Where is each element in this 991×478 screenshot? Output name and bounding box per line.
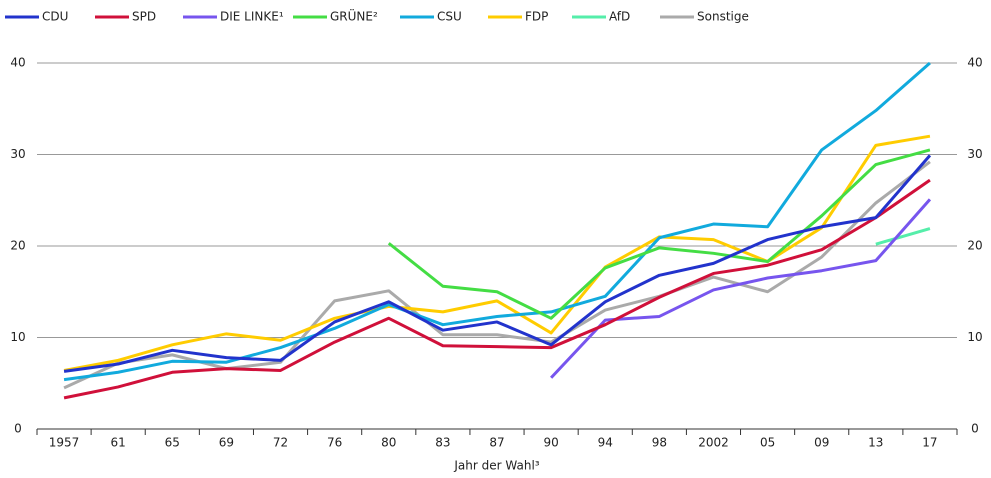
y2-tick-label: 40 (967, 56, 982, 70)
series-line (63, 134, 931, 372)
x-tick-label: 05 (760, 436, 775, 450)
series-line (63, 154, 932, 373)
x-tick-label: 13 (868, 436, 883, 450)
series-line (63, 178, 931, 400)
series-line (387, 148, 931, 320)
x-tick-label: 1957 (49, 436, 80, 450)
legend-label: Sonstige (697, 10, 749, 24)
y2-tick-label: 0 (971, 422, 979, 436)
x-tick-label: 76 (327, 436, 342, 450)
x-tick-label: 2002 (698, 436, 729, 450)
series-line (63, 160, 931, 390)
y-tick-label: 30 (10, 147, 25, 161)
x-tick-label: 72 (273, 436, 288, 450)
x-tick-label: 09 (814, 436, 829, 450)
x-axis-label: Jahr der Wahl³ (453, 459, 539, 473)
legend-label: AfD (609, 10, 630, 24)
y2-tick-label: 30 (967, 147, 982, 161)
legend-label: DIE LINKE¹ (220, 10, 284, 24)
x-tick-label: 98 (652, 436, 667, 450)
legend-label: GRÜNE² (330, 8, 378, 24)
y2-tick-label: 10 (967, 330, 982, 344)
y-tick-label: 40 (10, 56, 25, 70)
legend-label: SPD (132, 10, 156, 24)
y-tick-label: 10 (10, 330, 25, 344)
series-line (63, 61, 931, 382)
x-tick-label: 87 (489, 436, 504, 450)
x-tick-label: 83 (435, 436, 450, 450)
y-tick-label: 0 (14, 422, 22, 436)
series-line (875, 227, 931, 246)
x-tick-label: 65 (165, 436, 180, 450)
y2-tick-label: 20 (967, 239, 982, 253)
x-tick-label: 17 (922, 436, 937, 450)
x-tick-label: 61 (111, 436, 126, 450)
y-tick-label: 20 (10, 239, 25, 253)
legend-label: FDP (525, 10, 548, 24)
x-tick-label: 94 (598, 436, 613, 450)
legend-label: CDU (42, 10, 68, 24)
x-tick-label: 90 (543, 436, 558, 450)
x-tick-label: 69 (219, 436, 234, 450)
x-tick-label: 80 (381, 436, 396, 450)
legend-label: CSU (437, 10, 462, 24)
